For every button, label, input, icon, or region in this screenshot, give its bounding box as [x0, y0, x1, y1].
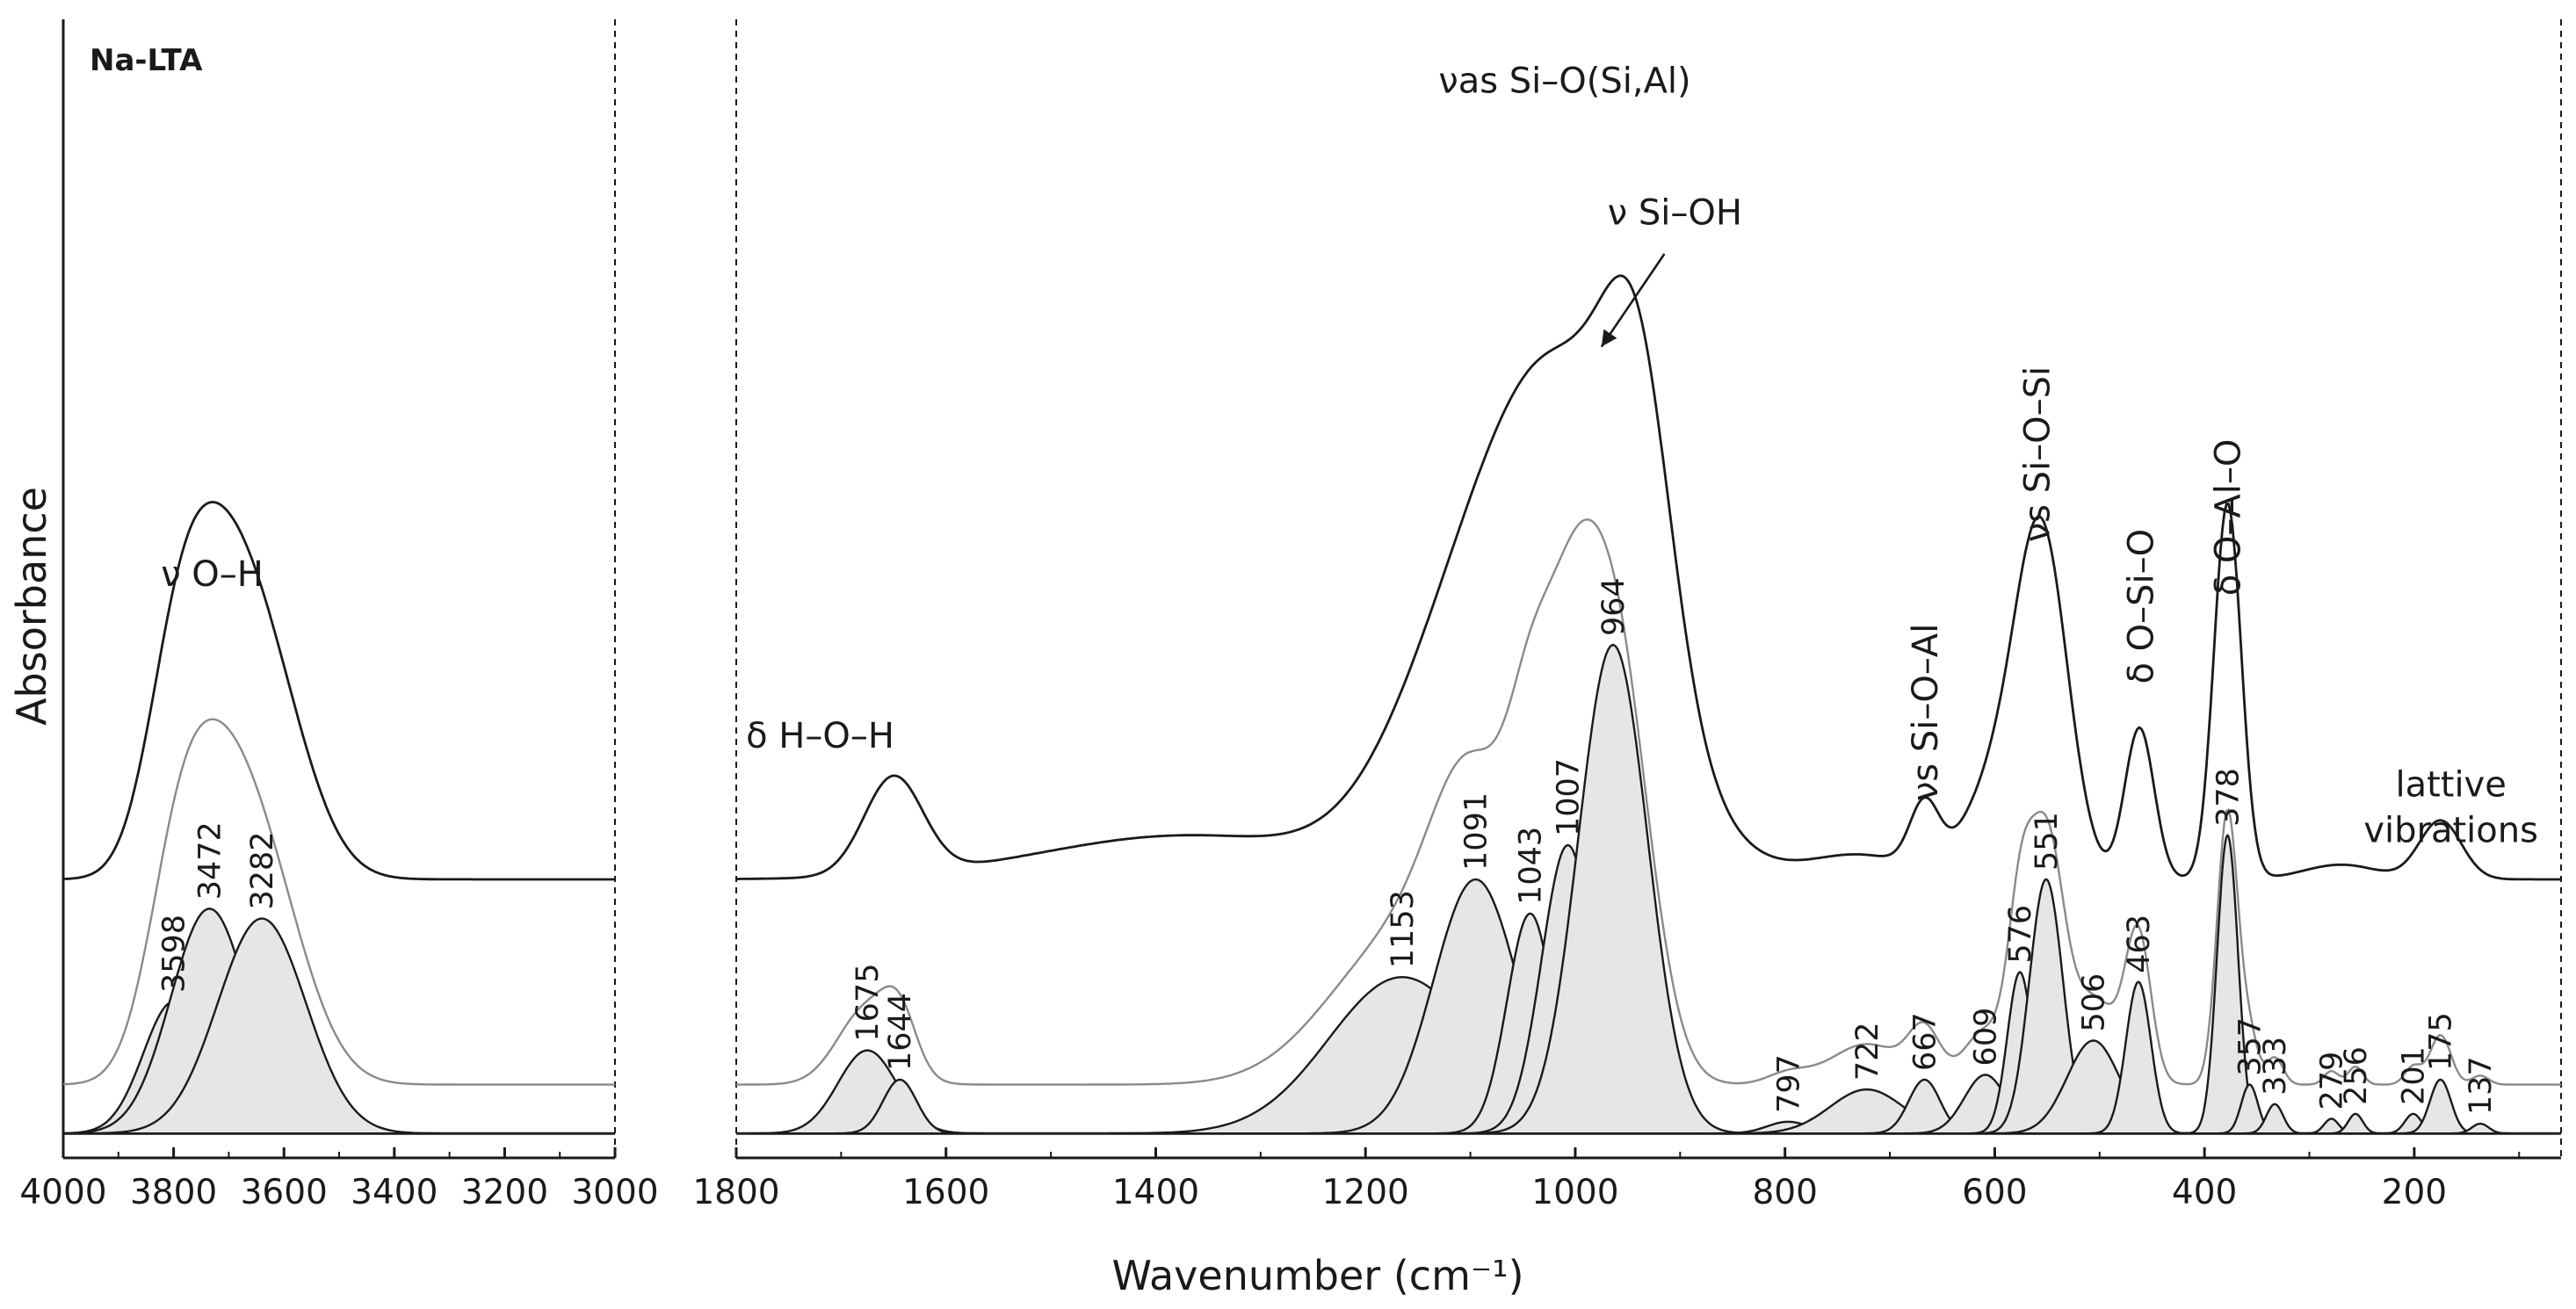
panel-frames	[62, 19, 2562, 1160]
x-tick-label: 1200	[1322, 1173, 1409, 1212]
component-peak-137	[2446, 1122, 2514, 1135]
peak-label-3598: 3598	[157, 915, 192, 993]
peak-label-3472: 3472	[192, 821, 228, 900]
annotation-right-8: vibrations	[2363, 811, 2538, 851]
peak-label-1007: 1007	[1552, 758, 1587, 836]
left-fitted-envelope-line	[63, 718, 615, 1086]
x-tick-label: 3800	[130, 1173, 217, 1212]
x-tick-label: 800	[1752, 1173, 1817, 1212]
x-tick-label: 400	[2172, 1173, 2237, 1212]
annotation-right-3: νs Si–O–Al	[1906, 624, 1946, 801]
peak-label-3282: 3282	[245, 831, 280, 909]
peak-label-797: 797	[1771, 1054, 1806, 1113]
peak-label-506: 506	[2077, 973, 2112, 1032]
peak-label-463: 463	[2122, 915, 2157, 973]
left-measured-spectrum-line	[62, 501, 615, 881]
peak-label-1153: 1153	[1386, 890, 1421, 968]
peak-label-667: 667	[1907, 1012, 1943, 1071]
peak-label-333: 333	[2258, 1037, 2293, 1096]
component-peak-378	[2184, 834, 2271, 1135]
peak-label-137: 137	[2464, 1056, 2499, 1115]
annotation-right-6: δ O–Al–O	[2209, 439, 2249, 597]
x-tick-label: 4000	[19, 1173, 106, 1212]
peak-label-551: 551	[2030, 812, 2065, 871]
x-tick-label: 1400	[1112, 1173, 1199, 1212]
annotation-right-2: ν Si–OH	[1608, 193, 1742, 234]
peak-label-609: 609	[1969, 1008, 2004, 1067]
x-tick-label: 1800	[692, 1173, 779, 1212]
annotation-right-7: lattive	[2395, 764, 2506, 805]
annotation-right-0: δ H–O–H	[746, 716, 894, 756]
peak-label-357: 357	[2232, 1017, 2268, 1076]
peak-label-378: 378	[2211, 768, 2246, 827]
annotation-right-5: δ O–Si–O	[2122, 529, 2162, 684]
x-tick-label: 600	[1962, 1173, 2027, 1212]
peak-label-964: 964	[1596, 577, 1632, 636]
component-peak-333	[2240, 1103, 2309, 1135]
x-tick-label: 3600	[241, 1173, 328, 1212]
component-peak-3282	[83, 917, 440, 1135]
y-axis-title: Absorbance	[8, 487, 55, 726]
x-tick-label: 1000	[1531, 1173, 1618, 1212]
component-peak-256	[2326, 1112, 2385, 1135]
x-tick-label: 3000	[571, 1173, 658, 1212]
right-measured-spectrum-line	[736, 274, 2561, 881]
peak-label-256: 256	[2339, 1046, 2374, 1105]
x-tick-label: 3400	[351, 1173, 438, 1212]
spectra-curves	[62, 274, 2561, 1135]
peak-label-175: 175	[2424, 1012, 2459, 1071]
peak-label-1043: 1043	[1514, 827, 1549, 905]
peak-label-1644: 1644	[883, 993, 918, 1071]
component-peak-463	[2087, 980, 2190, 1135]
annotation-right-1: νas Si–O(Si,Al)	[1438, 61, 1690, 101]
peak-label-1675: 1675	[850, 964, 886, 1042]
si-oh-arrow-head	[1601, 329, 1617, 347]
panel-label: Na-LTA	[90, 43, 203, 78]
component-peak-964	[1473, 643, 1753, 1135]
peak-label-201: 201	[2397, 1046, 2432, 1105]
peak-label-722: 722	[1850, 1022, 1885, 1081]
component-peak-1675	[749, 1049, 985, 1135]
right-fitted-envelope-line	[736, 518, 2561, 1086]
x-tick-label: 3200	[461, 1173, 548, 1212]
si-oh-arrow	[1600, 253, 1666, 348]
component-peak-1644	[832, 1078, 967, 1135]
x-tick-label: 200	[2382, 1173, 2447, 1212]
peak-label-576: 576	[2003, 905, 2038, 964]
peak-label-1091: 1091	[1458, 792, 1494, 871]
peak-label-279: 279	[2315, 1052, 2350, 1110]
x-tick-label: 1600	[902, 1173, 989, 1212]
x-axis-title: Wavenumber (cm⁻¹)	[1111, 1252, 1523, 1299]
annotation-left-0: ν O–H	[161, 554, 264, 595]
annotation-right-4: νs Si–O–Si	[2017, 366, 2058, 542]
